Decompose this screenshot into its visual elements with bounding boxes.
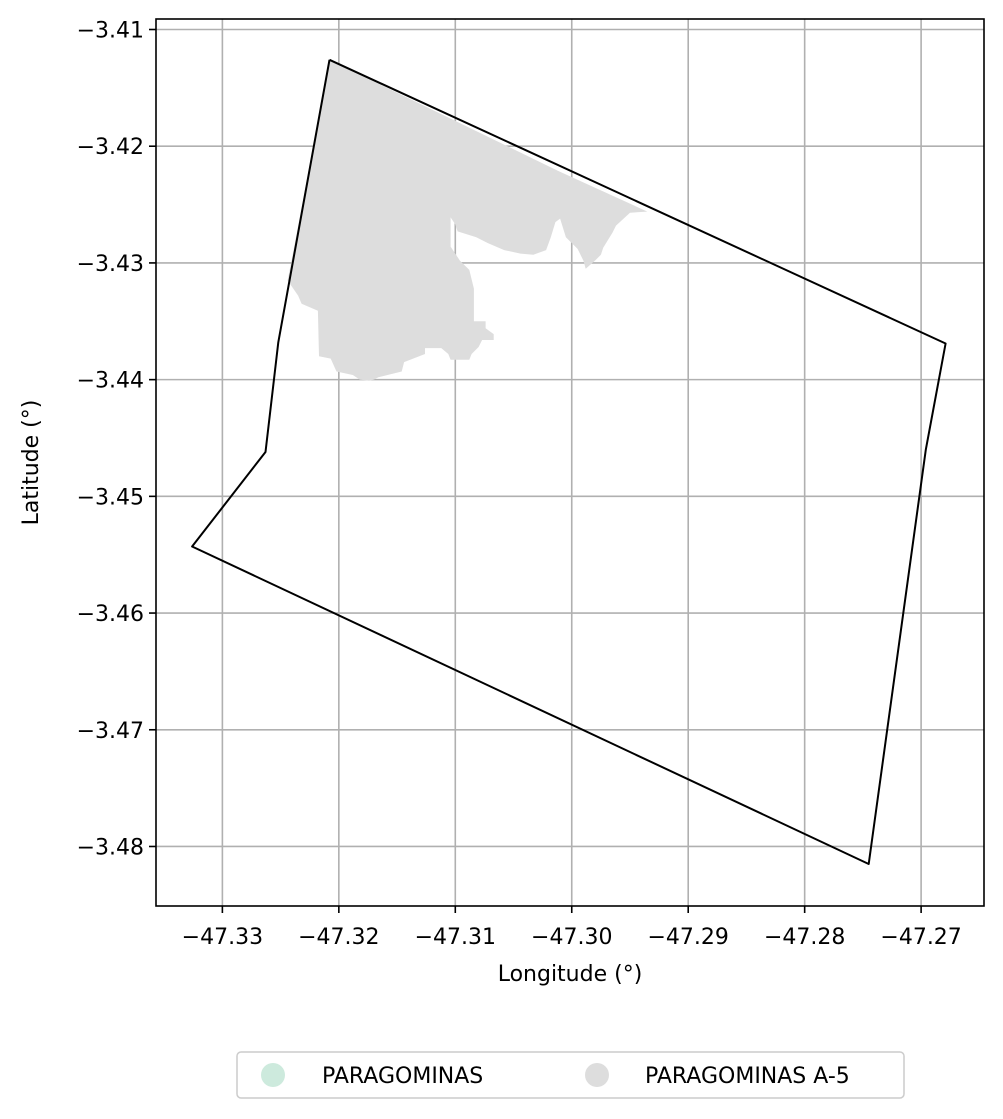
y-tick-label: −3.43	[77, 252, 144, 277]
boundary-paragominas	[191, 58, 947, 865]
legend-marker-paragominas	[261, 1063, 285, 1087]
x-tick-label: −47.28	[764, 925, 845, 950]
y-axis-label: Latitude (°)	[19, 400, 44, 526]
legend-frame	[236, 1051, 905, 1099]
plot-frame	[155, 18, 985, 907]
x-tick-label: −47.29	[647, 925, 728, 950]
y-tick-label: −3.42	[77, 135, 144, 160]
y-tick-label: −3.44	[77, 369, 144, 394]
x-tick-label: −47.31	[415, 925, 496, 950]
area-layer	[287, 59, 648, 381]
x-tick-label: −47.33	[182, 925, 263, 950]
y-tick-label: −3.47	[77, 719, 144, 744]
y-tick-label: −3.48	[77, 835, 144, 860]
x-tick-label: −47.30	[531, 925, 612, 950]
legend-marker-paragominas-a5	[585, 1063, 609, 1087]
x-axis-label: Longitude (°)	[498, 962, 643, 987]
x-tick-label: −47.27	[880, 925, 961, 950]
area-paragominas-a5	[287, 59, 648, 381]
legend-label-paragominas-a5: PARAGOMINAS A-5	[645, 1064, 850, 1089]
x-tick-label: −47.32	[298, 925, 379, 950]
ticks: −47.33 −47.32 −47.31 −47.30 −47.29 −47.28 −47.…	[77, 19, 962, 950]
y-tick-label: −3.41	[77, 19, 144, 44]
legend: PARAGOMINAS PARAGOMINAS A-5	[236, 1051, 905, 1099]
boundary-layer	[191, 58, 947, 865]
legend-label-paragominas: PARAGOMINAS	[322, 1064, 483, 1089]
y-tick-label: −3.45	[77, 485, 144, 510]
y-tick-label: −3.46	[77, 602, 144, 627]
